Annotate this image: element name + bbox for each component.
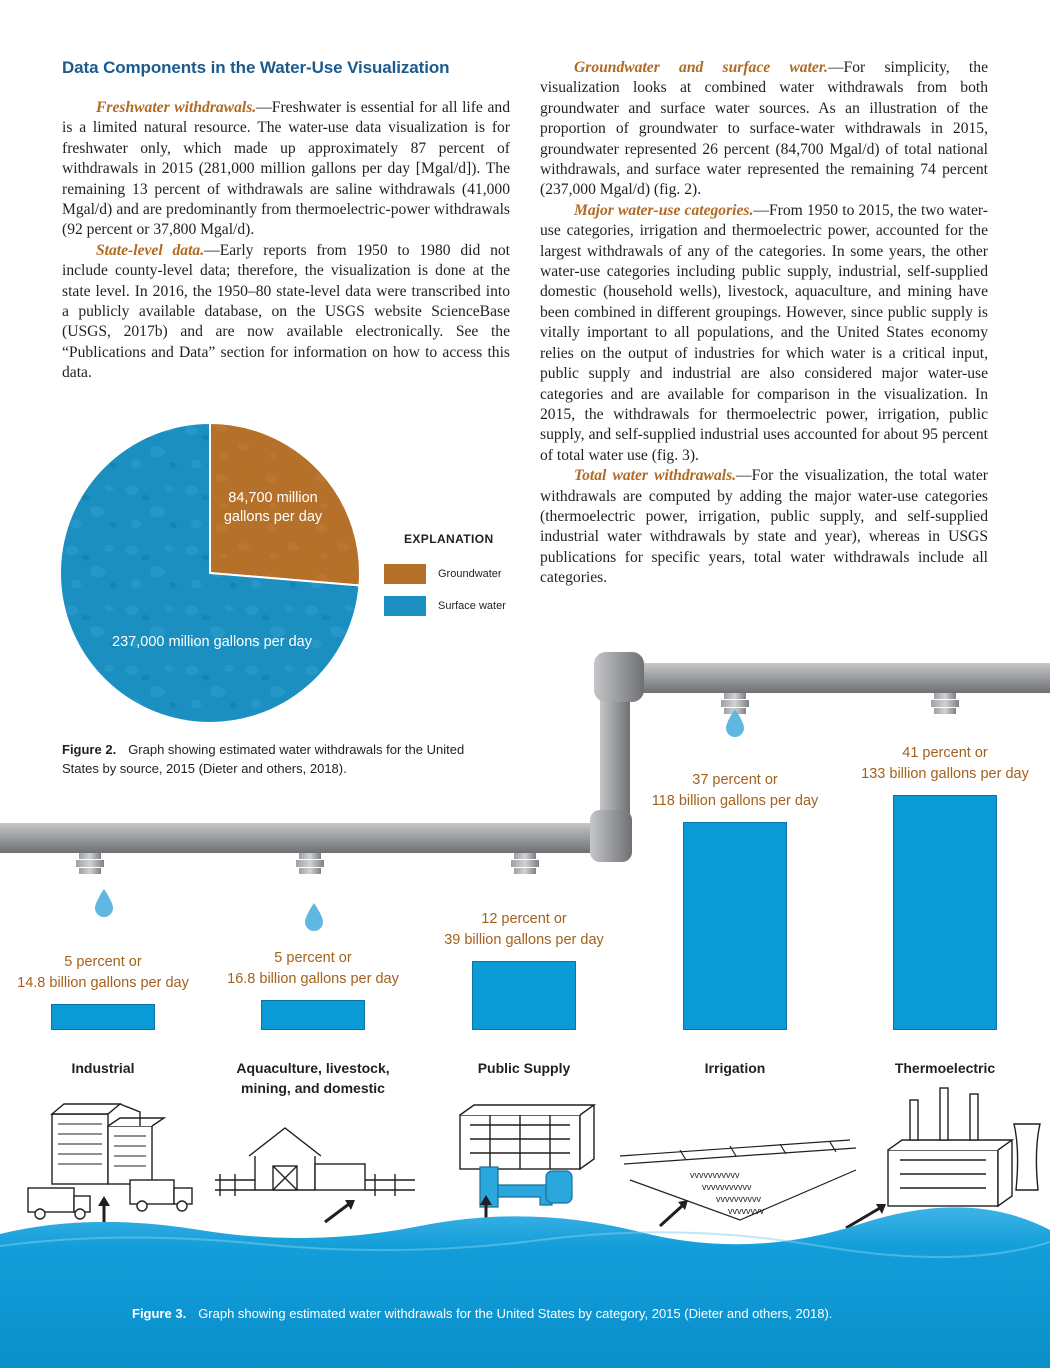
industrial-building-illustration <box>27 1103 193 1228</box>
figure-2-caption: Figure 2. Graph showing estimated water w… <box>62 740 502 778</box>
water-drop-icon <box>305 903 323 931</box>
bar-value-label-public-supply: 12 percent or 39 billion gallons per day <box>444 911 604 948</box>
paragraph-text: —Early reports from 1950 to 1980 did not… <box>62 241 510 382</box>
groundwater-value-line1: 84,700 million <box>228 490 318 506</box>
run-in-heading: Freshwater withdrawals. <box>96 99 257 116</box>
barn-farm-illustration <box>215 1127 415 1224</box>
bar-aquaculture-livestock-mining-domestic <box>261 1000 365 1030</box>
paragraph-text: —For the visualization, the total water … <box>540 467 988 587</box>
category-label-thermoelectric: Thermoelectric <box>894 1060 996 1076</box>
bar-industrial <box>51 1004 155 1030</box>
pipe-elbow-top <box>594 652 644 702</box>
paragraph-freshwater: Freshwater withdrawals.—Freshwater is es… <box>62 98 510 241</box>
legend-label: Surface water <box>438 600 506 612</box>
caption-label: Figure 3. <box>132 1306 187 1321</box>
pipe-upper <box>620 663 1050 693</box>
legend-swatch-groundwater <box>384 564 426 584</box>
bar-value-label-thermoelectric: 41 percent or 133 billion gallons per day <box>861 745 1029 782</box>
legend-item-surface-water: Surface water <box>384 596 506 616</box>
paragraph-state-level: State-level data.—Early reports from 195… <box>62 241 510 384</box>
caption-text: Graph showing estimated water withdrawal… <box>62 742 465 776</box>
caption-text: Graph showing estimated water withdrawal… <box>198 1306 833 1321</box>
pipe-graphic <box>0 652 1050 874</box>
left-text-column: Freshwater withdrawals.—Freshwater is es… <box>62 98 510 384</box>
legend-swatch-surface-water <box>384 596 426 616</box>
section-heading: Data Components in the Water-Use Visuali… <box>62 58 450 77</box>
category-label-aquaculture: Aquaculture, livestock, mining, and domes… <box>236 1060 390 1096</box>
surface-water-slice-label: 237,000 million gallons per day <box>112 634 312 650</box>
pie-chart <box>60 421 360 724</box>
right-text-column: Groundwater and surface water.—For simpl… <box>540 58 988 589</box>
category-label-irrigation: Irrigation <box>704 1060 766 1076</box>
bar-irrigation <box>683 822 787 1030</box>
svg-text:vvvvvvvvvvv: vvvvvvvvvvv <box>690 1170 740 1180</box>
pie-slice-surface-water <box>60 421 360 724</box>
pipe-elbow-bottom <box>590 810 632 862</box>
legend-item-groundwater: Groundwater <box>384 564 502 584</box>
legend-title: EXPLANATION <box>404 532 494 546</box>
svg-text:vvvvvvvvvv: vvvvvvvvvv <box>716 1194 762 1204</box>
bar-value-label-irrigation: 37 percent or 118 billion gallons per day <box>651 772 819 809</box>
figure-3-caption: Figure 3. Graph showing estimated water w… <box>132 1304 992 1323</box>
svg-text:vvvvvvvvvvv: vvvvvvvvvvv <box>702 1182 752 1192</box>
run-in-heading: Groundwater and surface water. <box>574 59 828 76</box>
bar-thermoelectric <box>893 795 997 1030</box>
groundwater-slice-label: 84,700 million gallons per day <box>208 489 338 527</box>
run-in-heading: Total water withdrawals. <box>574 467 737 485</box>
water-background <box>0 1207 1050 1368</box>
legend-label: Groundwater <box>438 568 502 580</box>
water-drop-icon <box>726 709 744 737</box>
svg-text:vvvvvvvv: vvvvvvvv <box>728 1206 765 1216</box>
paragraph-text: —For simplicity, the visualization looks… <box>540 59 988 199</box>
bar-value-label-aquaculture: 5 percent or 16.8 billion gallons per day <box>227 950 399 987</box>
pipe-nozzles <box>76 693 959 874</box>
paragraph-groundwater-surface: Groundwater and surface water.—For simpl… <box>540 58 988 201</box>
caption-label: Figure 2. <box>62 742 117 757</box>
groundwater-value-line2: gallons per day <box>223 509 323 525</box>
thermoelectric-plant-illustration <box>845 1087 1041 1230</box>
paragraph-major-categories: Major water-use categories.—From 1950 to… <box>540 201 988 466</box>
water-drop-icon <box>95 889 113 917</box>
bar-public-supply <box>472 961 576 1030</box>
category-label-industrial: Industrial <box>71 1060 135 1076</box>
paragraph-text: —Freshwater is essential for all life an… <box>62 99 510 239</box>
public-supply-plant-illustration <box>459 1104 597 1223</box>
pie-slice-groundwater <box>209 421 360 587</box>
bar-value-label-industrial: 5 percent or 14.8 billion gallons per day <box>17 954 189 991</box>
paragraph-text: —From 1950 to 2015, the two water-use ca… <box>540 201 988 464</box>
run-in-heading: Major water-use categories. <box>574 201 754 219</box>
pipe-lower <box>0 823 610 853</box>
run-in-heading: State-level data. <box>96 241 205 259</box>
category-label-public-supply: Public Supply <box>477 1060 571 1076</box>
paragraph-total-withdrawals: Total water withdrawals.—For the visuali… <box>540 466 988 588</box>
